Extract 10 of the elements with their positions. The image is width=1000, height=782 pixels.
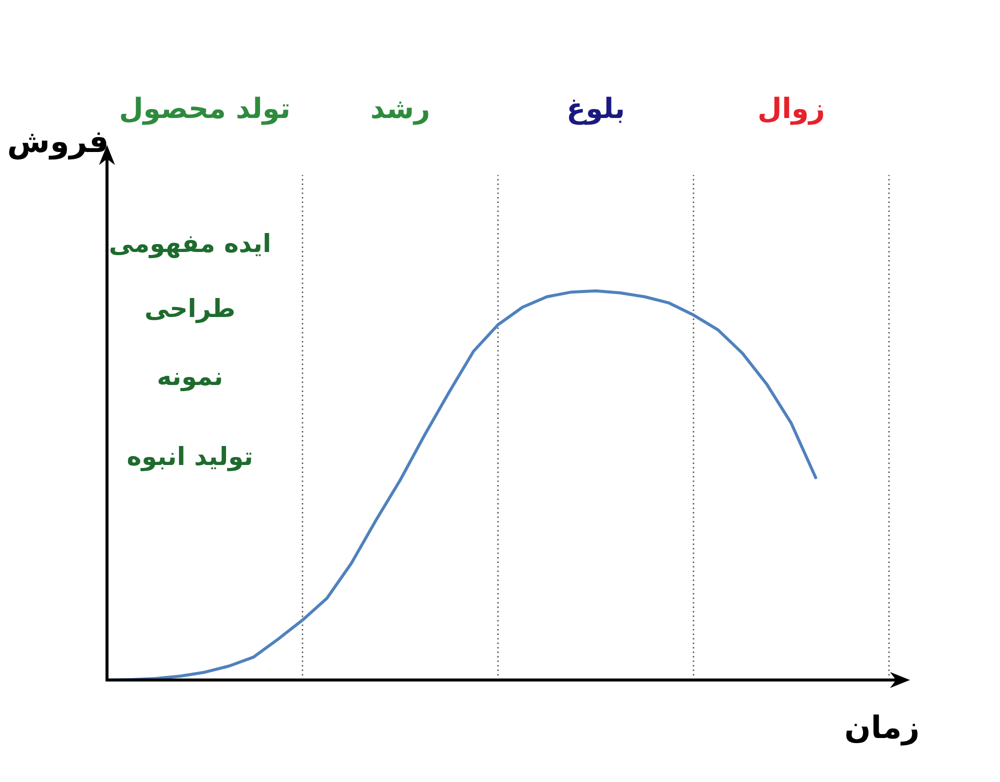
annotation: طراحی: [144, 294, 236, 323]
annotation: نمونه: [156, 362, 224, 391]
annotation: بلوغ: [566, 92, 626, 125]
ylabel: فروش: [7, 124, 109, 160]
annotation: تولد محصول: [119, 92, 290, 125]
annotation: زوال: [758, 92, 825, 125]
annotation: رشد: [370, 92, 430, 125]
xlabel: زمان: [844, 710, 920, 746]
annotation: تولید انبوه: [126, 442, 254, 471]
annotation: ایده مفهومی: [108, 229, 272, 258]
